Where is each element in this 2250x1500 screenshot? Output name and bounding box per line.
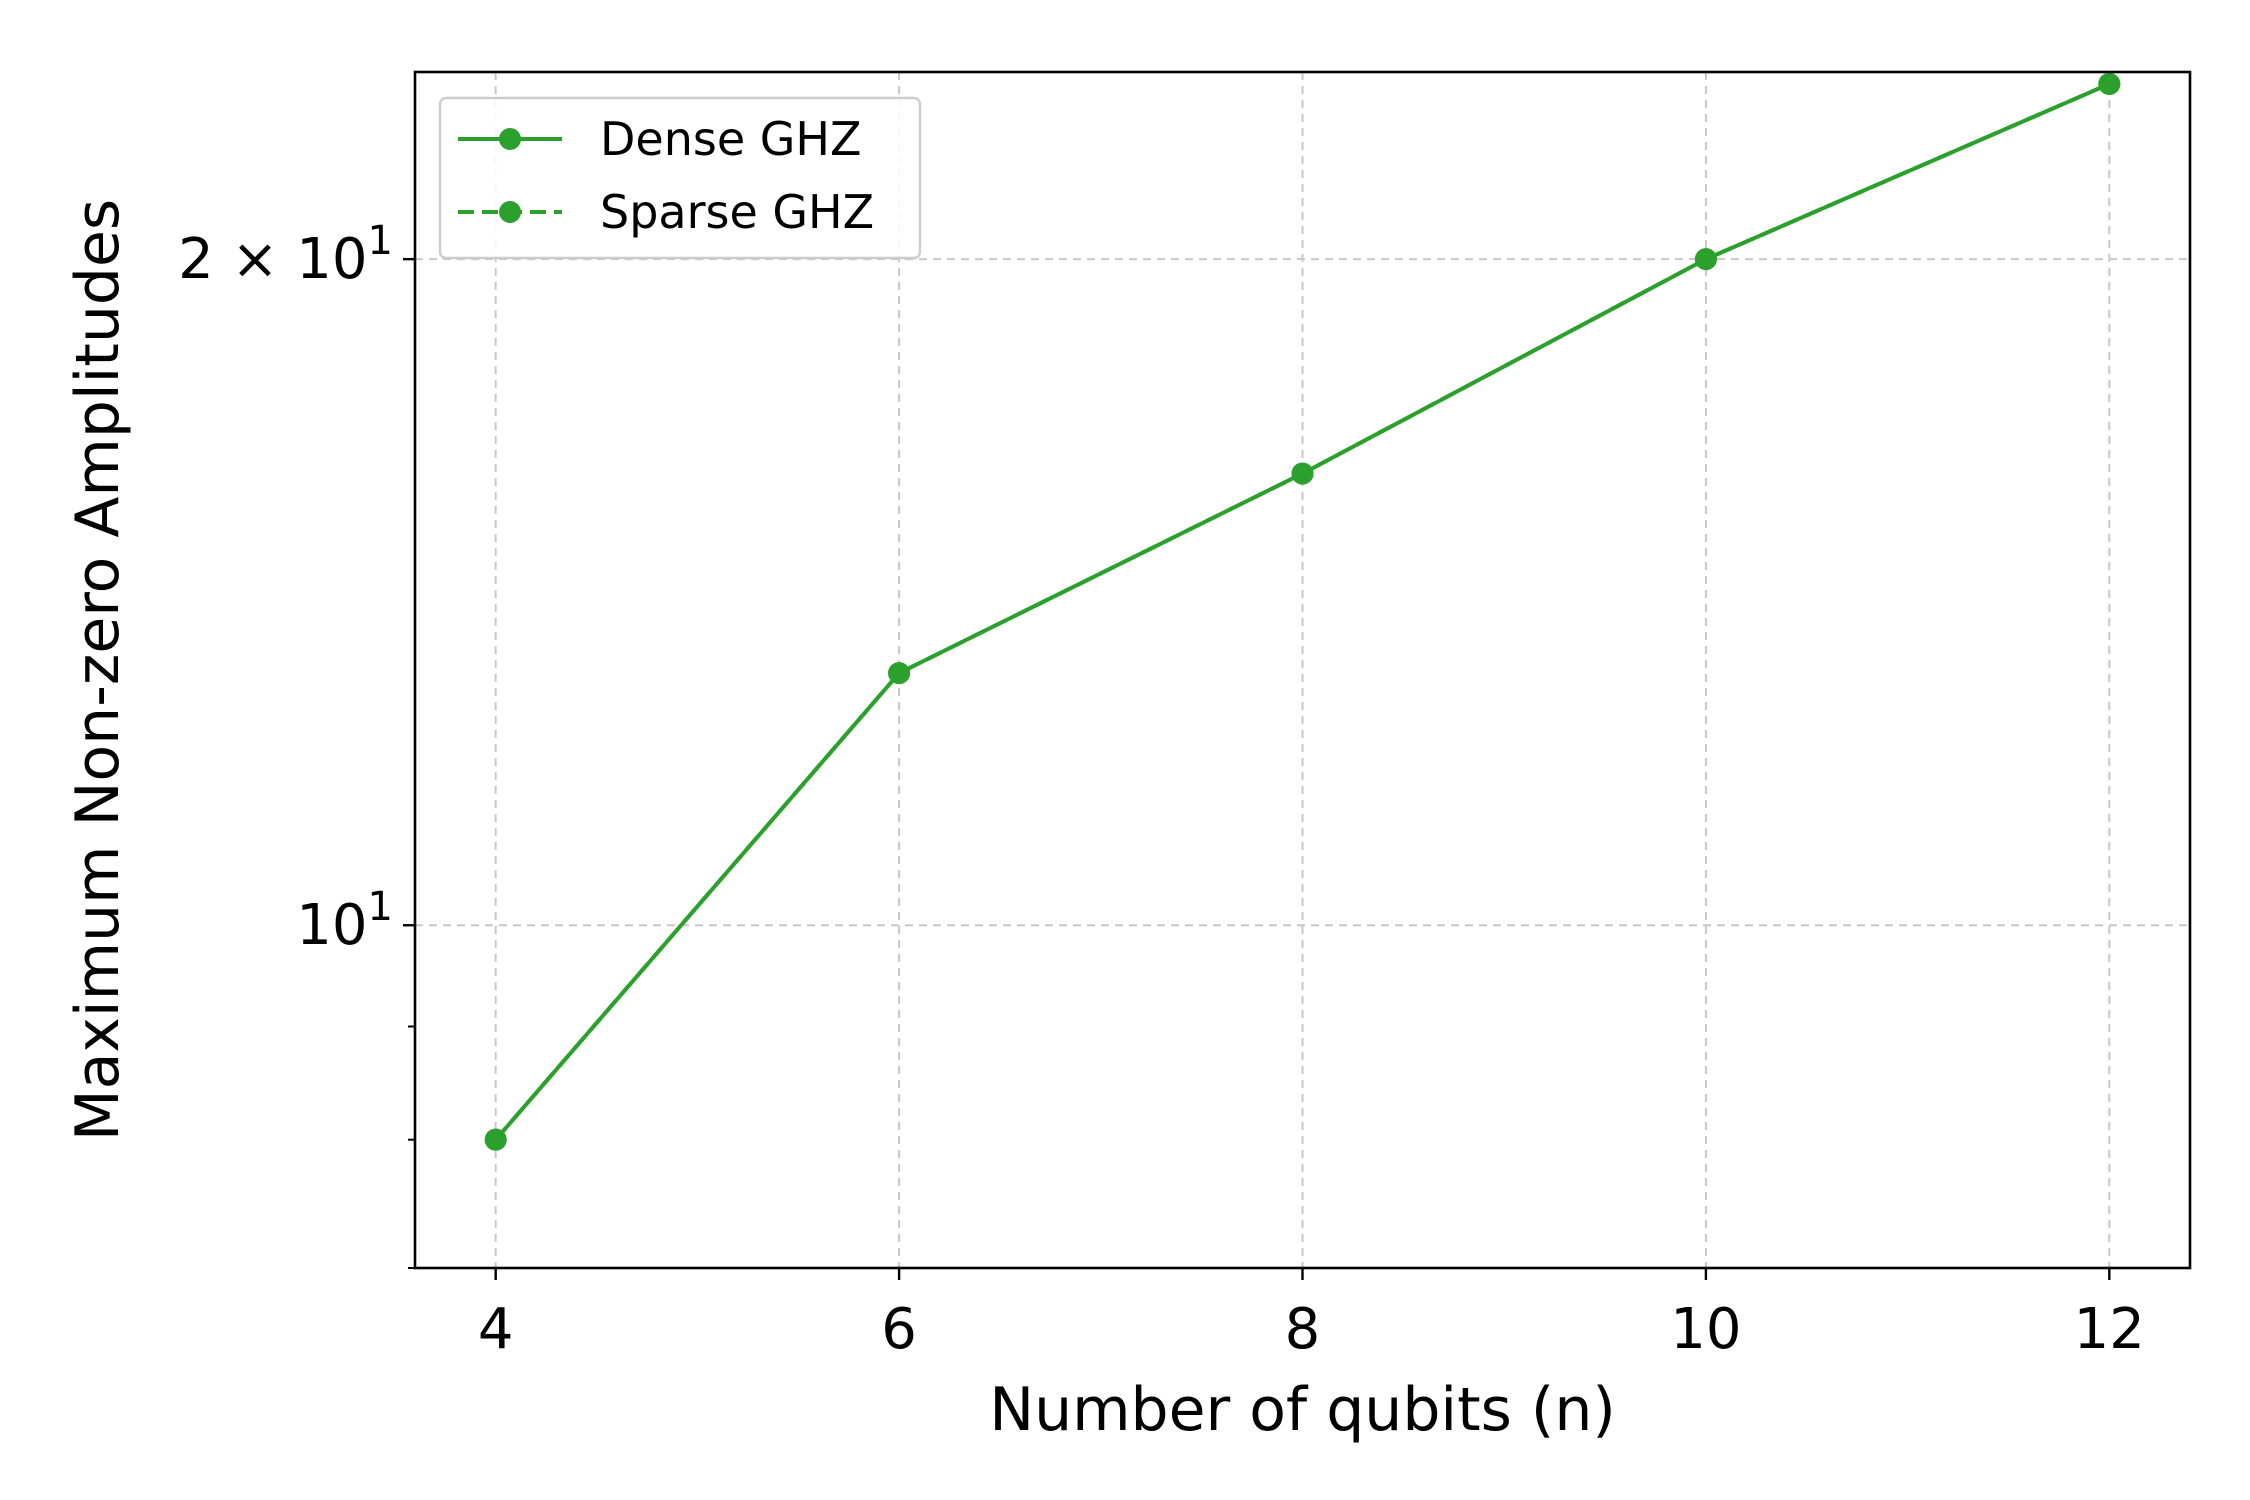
axes-ticks: 4 6 8 10 12 101 2 × 101 [178,218,2145,1362]
y-tick-label: 101 [296,884,393,958]
x-axis-label: Number of qubits (n) [989,1375,1616,1445]
x-tick-label: 8 [1285,1297,1321,1362]
data-point [888,662,911,685]
legend-swatch-marker [499,201,521,223]
legend: Dense GHZ Sparse GHZ [438,96,922,260]
legend-swatch-marker [499,128,521,150]
data-point [2098,72,2121,95]
data-point [1291,462,1314,485]
x-tick-label: 12 [2074,1297,2145,1362]
legend-label: Sparse GHZ [600,185,874,239]
data-point [1694,248,1717,271]
legend-label: Dense GHZ [600,112,862,166]
data-point [484,1128,507,1151]
x-tick-label: 10 [1670,1297,1741,1362]
y-tick-label: 2 × 101 [178,218,393,292]
series-layer [484,72,2121,1151]
x-tick-label: 6 [881,1297,917,1362]
y-axis-label: Maximum Non-zero Amplitudes [63,199,133,1141]
x-tick-label: 4 [478,1297,514,1362]
